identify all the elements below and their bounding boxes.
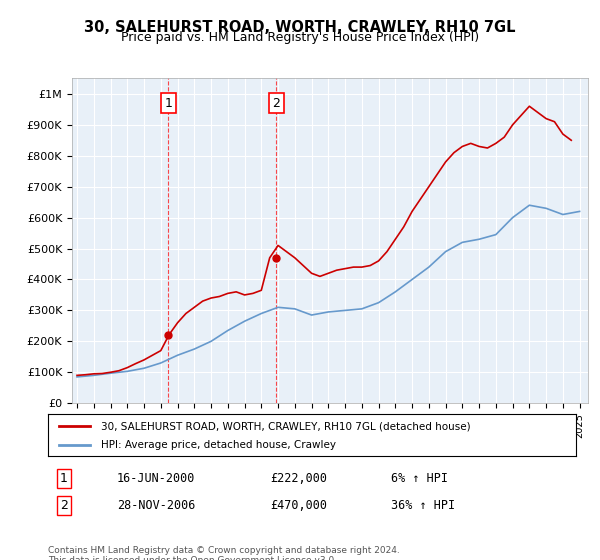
- Text: £470,000: £470,000: [270, 500, 327, 512]
- Text: 30, SALEHURST ROAD, WORTH, CRAWLEY, RH10 7GL: 30, SALEHURST ROAD, WORTH, CRAWLEY, RH10…: [84, 20, 516, 35]
- Text: Contains HM Land Registry data © Crown copyright and database right 2024.
This d: Contains HM Land Registry data © Crown c…: [48, 546, 400, 560]
- Text: 2: 2: [272, 97, 280, 110]
- Text: 1: 1: [164, 97, 172, 110]
- Text: 28-NOV-2006: 28-NOV-2006: [116, 500, 195, 512]
- Text: £222,000: £222,000: [270, 472, 327, 485]
- Text: Price paid vs. HM Land Registry's House Price Index (HPI): Price paid vs. HM Land Registry's House …: [121, 31, 479, 44]
- Text: 2: 2: [60, 500, 68, 512]
- Text: 6% ↑ HPI: 6% ↑ HPI: [391, 472, 448, 485]
- Text: HPI: Average price, detached house, Crawley: HPI: Average price, detached house, Craw…: [101, 440, 336, 450]
- Text: 30, SALEHURST ROAD, WORTH, CRAWLEY, RH10 7GL (detached house): 30, SALEHURST ROAD, WORTH, CRAWLEY, RH10…: [101, 421, 470, 431]
- Text: 36% ↑ HPI: 36% ↑ HPI: [391, 500, 455, 512]
- Text: 1: 1: [60, 472, 68, 485]
- Text: 16-JUN-2000: 16-JUN-2000: [116, 472, 195, 485]
